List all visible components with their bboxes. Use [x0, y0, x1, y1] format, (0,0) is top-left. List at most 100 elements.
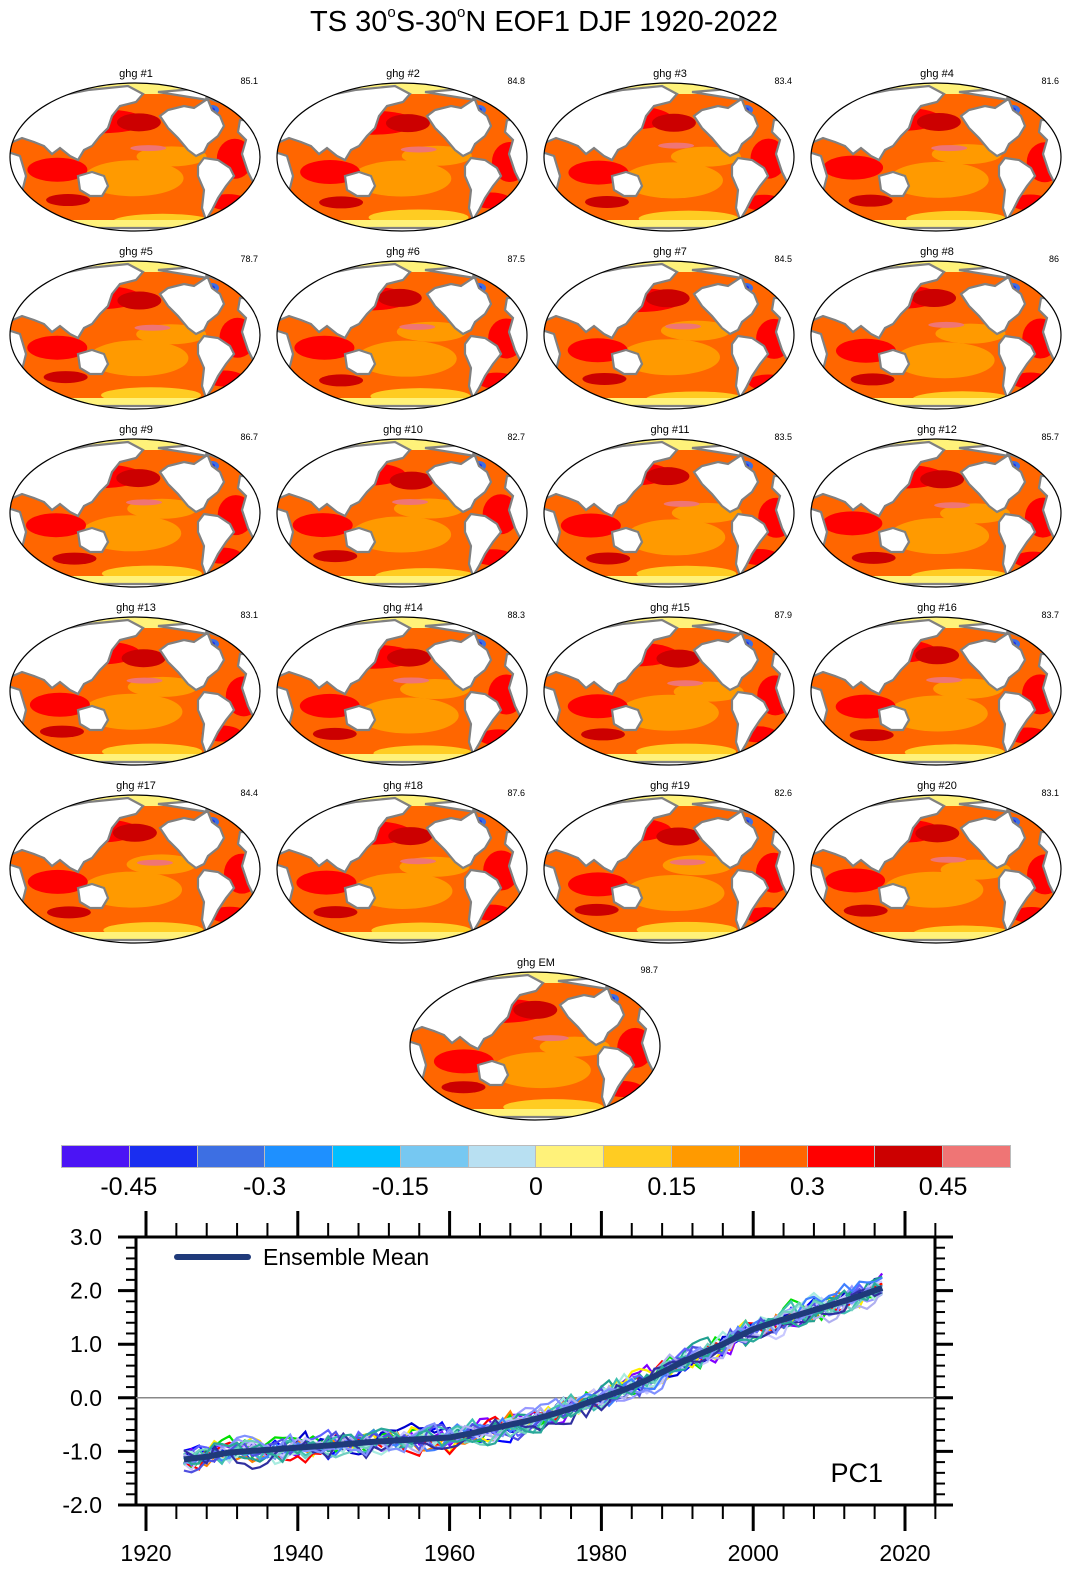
map-border	[276, 438, 528, 588]
y-tick-label: 1.0	[70, 1331, 102, 1357]
southern-band	[544, 398, 794, 409]
anomaly-contour	[400, 679, 471, 700]
land-mass	[76, 348, 110, 376]
eof-map-panel: ghg #2 84.8	[275, 68, 531, 238]
land-mass	[424, 442, 493, 514]
map-border	[810, 82, 1062, 232]
robinson-map	[276, 82, 528, 232]
land-mass	[600, 938, 744, 943]
land-mass	[66, 404, 210, 409]
map-border	[9, 616, 261, 766]
eof-map-panel: ghg #17 84.4	[8, 780, 264, 950]
land-mass	[600, 404, 744, 409]
southern-band	[811, 398, 1061, 409]
land-mass	[333, 760, 477, 765]
land-mass	[867, 404, 1011, 409]
anomaly-contour	[560, 513, 621, 538]
anomaly-contour	[926, 677, 963, 684]
map-border	[810, 616, 1062, 766]
eof-map-panel: ghg #12 85.7	[809, 424, 1065, 594]
land-mass	[476, 1059, 510, 1087]
map-border	[543, 794, 795, 944]
land-mass	[691, 442, 760, 514]
anomaly-contour	[126, 677, 163, 684]
map-title: ghg #15	[650, 602, 690, 614]
eof-map-panel: ghg #19 82.6	[542, 780, 798, 950]
southern-band	[277, 220, 527, 231]
anomaly-contour	[622, 162, 723, 199]
land-mass	[463, 156, 503, 223]
map-title: ghg #3	[653, 68, 687, 80]
degree-symbol: o	[456, 4, 466, 21]
colorbar-swatch	[468, 1146, 537, 1167]
figure-title: TS 30oS-30oN EOF1 DJF 1920-2022	[0, 4, 1088, 39]
explained-variance: 88.3	[507, 610, 525, 620]
colorbar-label: 0	[529, 1173, 543, 1201]
land-mass	[343, 170, 377, 198]
map-title: ghg #9	[119, 424, 153, 436]
anomaly-contour	[351, 160, 452, 197]
robinson-map	[9, 260, 261, 410]
land-mass	[157, 86, 226, 158]
explained-variance: 85.1	[240, 76, 258, 86]
anomaly-contour	[618, 694, 719, 731]
map-border	[543, 616, 795, 766]
robinson-map	[276, 794, 528, 944]
robinson-map	[276, 616, 528, 766]
southern-band	[10, 398, 260, 409]
robinson-map	[543, 616, 795, 766]
land-mass	[76, 170, 110, 198]
anomaly-contour	[392, 499, 429, 506]
anomaly-contour	[400, 858, 437, 865]
robinson-map	[810, 616, 1062, 766]
land-mass	[610, 882, 644, 910]
map-border	[409, 971, 661, 1121]
map-title: ghg #4	[920, 68, 954, 80]
anomaly-contour	[399, 323, 436, 330]
land-mass	[196, 690, 236, 757]
eof-map-panel: ghg #13 83.1	[8, 602, 264, 772]
land-mass	[730, 334, 770, 401]
land-mass	[157, 264, 226, 336]
southern-band	[811, 932, 1061, 943]
anomaly-contour	[651, 113, 696, 132]
legend-label: Ensemble Mean	[263, 1244, 429, 1270]
anomaly-contour	[43, 371, 88, 384]
land-mass	[196, 868, 236, 935]
map-border	[810, 438, 1062, 588]
ensemble-mean-line	[183, 1285, 884, 1463]
map-title: ghg #19	[650, 780, 690, 792]
land-mass	[730, 868, 770, 935]
explained-variance: 84.4	[240, 788, 258, 798]
southern-band	[811, 754, 1061, 765]
anomaly-contour	[935, 323, 1006, 344]
land-mass	[343, 526, 377, 554]
anomaly-contour	[625, 519, 726, 556]
colorbar-swatch	[875, 1146, 944, 1167]
land-mass	[466, 1115, 610, 1120]
colorbar-label: -0.45	[100, 1173, 158, 1201]
robinson-map	[409, 971, 661, 1121]
map-title: ghg #2	[386, 68, 420, 80]
map-title: ghg #18	[383, 780, 423, 792]
colorbar	[61, 1145, 1011, 1168]
land-mass	[877, 526, 911, 554]
anomaly-contour	[112, 823, 157, 842]
map-border	[543, 82, 795, 232]
anomaly-contour	[656, 827, 701, 846]
land-mass	[196, 156, 236, 223]
colorbar-swatch	[197, 1146, 266, 1167]
map-title: ghg #7	[653, 246, 687, 258]
map-title: ghg #1	[119, 68, 153, 80]
anomaly-contour	[490, 1052, 591, 1089]
land-mass	[463, 690, 503, 757]
robinson-map	[543, 82, 795, 232]
colorbar-label: -0.3	[243, 1173, 287, 1201]
map-border	[543, 260, 795, 410]
anomaly-contour	[358, 697, 459, 734]
explained-variance: 83.1	[240, 610, 258, 620]
anomaly-contour	[27, 157, 88, 182]
anomaly-contour	[356, 340, 457, 377]
eof-map-panel: ghg #5 78.7	[8, 246, 264, 416]
southern-band	[277, 398, 527, 409]
